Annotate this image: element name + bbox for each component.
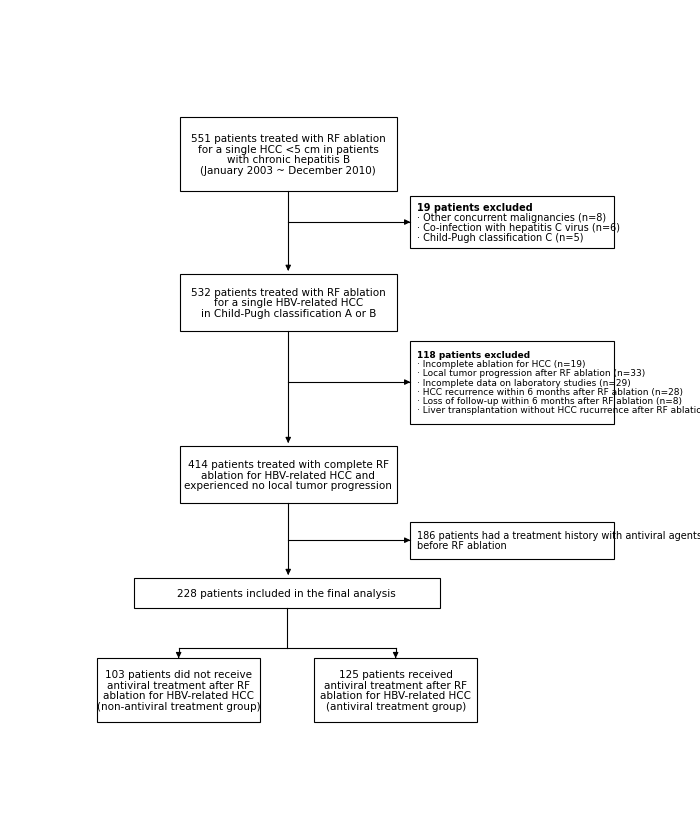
- Text: experienced no local tumor progression: experienced no local tumor progression: [184, 480, 392, 490]
- Text: 19 patients excluded: 19 patients excluded: [416, 203, 533, 213]
- Bar: [410, 342, 614, 424]
- Text: ablation for HBV-related HCC: ablation for HBV-related HCC: [103, 691, 254, 700]
- Bar: [180, 447, 397, 504]
- Text: · Loss of follow-up within 6 months after RF ablation (n=8): · Loss of follow-up within 6 months afte…: [416, 396, 682, 405]
- Bar: [180, 275, 397, 332]
- Text: for a single HCC <5 cm in patients: for a single HCC <5 cm in patients: [198, 145, 379, 155]
- Text: · Other concurrent malignancies (n=8): · Other concurrent malignancies (n=8): [416, 213, 606, 222]
- Bar: [134, 578, 440, 609]
- Text: for a single HBV-related HCC: for a single HBV-related HCC: [214, 298, 363, 308]
- Text: · Child-Pugh classification C (n=5): · Child-Pugh classification C (n=5): [416, 232, 583, 242]
- Text: · Incomplete ablation for HCC (n=19): · Incomplete ablation for HCC (n=19): [416, 360, 585, 369]
- Text: · Co-infection with hepatitis C virus (n=6): · Co-infection with hepatitis C virus (n…: [416, 222, 620, 232]
- Text: in Child-Pugh classification A or B: in Child-Pugh classification A or B: [200, 308, 376, 318]
- Bar: [180, 118, 397, 192]
- Text: (antiviral treatment group): (antiviral treatment group): [326, 701, 466, 711]
- Text: 186 patients had a treatment history with antiviral agents: 186 patients had a treatment history wit…: [416, 531, 700, 541]
- Text: · HCC recurrence within 6 months after RF ablation (n=28): · HCC recurrence within 6 months after R…: [416, 387, 682, 396]
- Text: · Local tumor progression after RF ablation (n=33): · Local tumor progression after RF ablat…: [416, 369, 645, 378]
- Text: antiviral treatment after RF: antiviral treatment after RF: [324, 680, 467, 690]
- Text: 103 patients did not receive: 103 patients did not receive: [105, 669, 252, 679]
- Bar: [314, 658, 477, 722]
- Bar: [410, 522, 614, 559]
- Text: 228 patients included in the final analysis: 228 patients included in the final analy…: [178, 588, 396, 599]
- Text: · Liver transplantation without HCC rucurrence after RF ablation (n=1): · Liver transplantation without HCC rucu…: [416, 405, 700, 414]
- Text: 414 patients treated with complete RF: 414 patients treated with complete RF: [188, 459, 389, 470]
- Text: (non-antiviral treatment group): (non-antiviral treatment group): [97, 701, 260, 711]
- Bar: [97, 658, 260, 722]
- Text: 125 patients received: 125 patients received: [339, 669, 453, 679]
- Text: 551 patients treated with RF ablation: 551 patients treated with RF ablation: [191, 134, 386, 144]
- Text: with chronic hepatitis B: with chronic hepatitis B: [227, 155, 350, 165]
- Text: · Incomplete data on laboratory studies (n=29): · Incomplete data on laboratory studies …: [416, 378, 631, 387]
- Text: ablation for HBV-related HCC: ablation for HBV-related HCC: [320, 691, 471, 700]
- Bar: [410, 197, 614, 249]
- Text: antiviral treatment after RF: antiviral treatment after RF: [107, 680, 250, 690]
- Text: ablation for HBV-related HCC and: ablation for HBV-related HCC and: [202, 470, 375, 480]
- Text: 118 patients excluded: 118 patients excluded: [416, 351, 530, 360]
- Text: before RF ablation: before RF ablation: [416, 541, 507, 551]
- Text: 532 patients treated with RF ablation: 532 patients treated with RF ablation: [191, 288, 386, 298]
- Text: (January 2003 ~ December 2010): (January 2003 ~ December 2010): [200, 166, 376, 176]
